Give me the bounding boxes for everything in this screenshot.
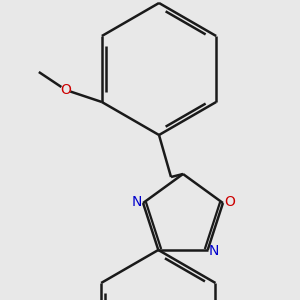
Text: N: N xyxy=(209,244,220,259)
Text: N: N xyxy=(131,194,142,208)
Text: O: O xyxy=(224,194,235,208)
Text: O: O xyxy=(60,83,71,97)
